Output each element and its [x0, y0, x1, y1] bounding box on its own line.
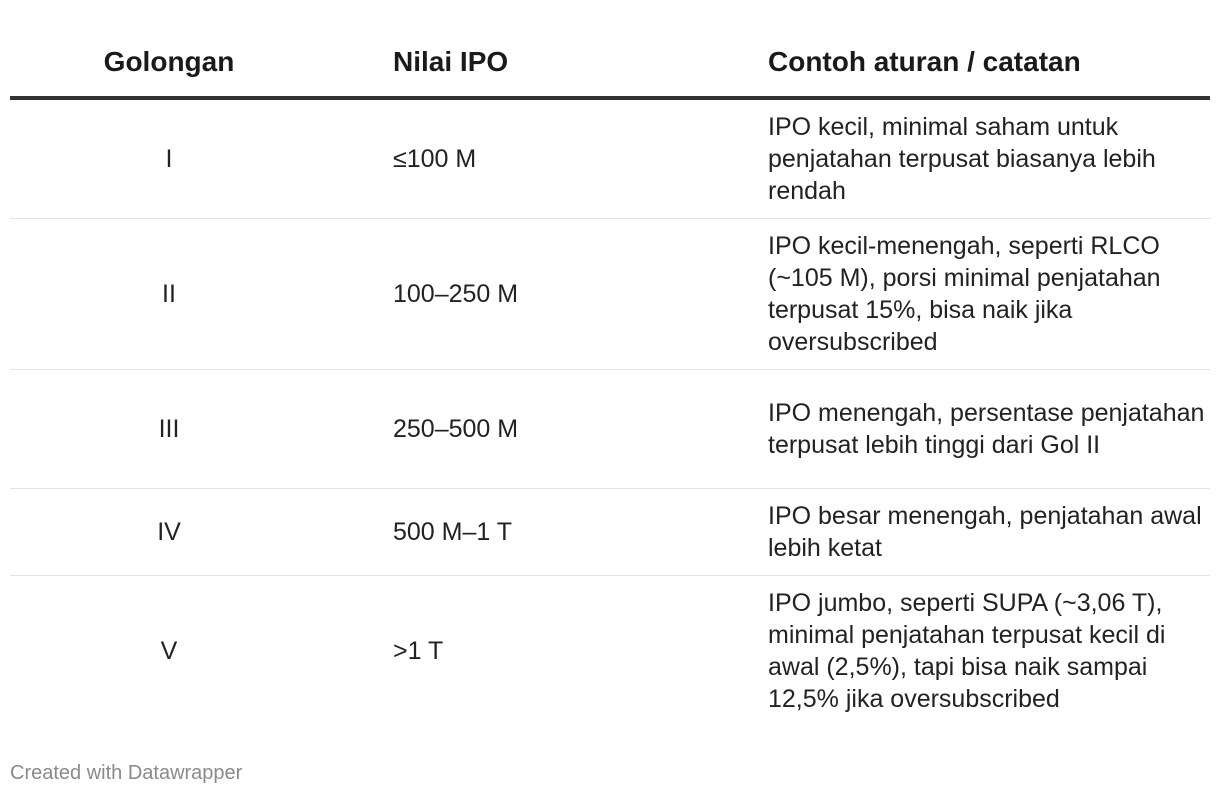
cell-golongan: IV	[10, 488, 328, 576]
cell-nilai-ipo: 250–500 M	[328, 369, 703, 489]
cell-nilai-ipo: 100–250 M	[328, 218, 703, 370]
cell-golongan: III	[10, 369, 328, 489]
table-row: V >1 T IPO jumbo, seperti SUPA (~3,06 T)…	[10, 576, 1210, 727]
datawrapper-credit[interactable]: Created with Datawrapper	[10, 762, 243, 784]
table-header-row: Golongan Nilai IPO Contoh aturan / catat…	[10, 28, 1210, 100]
cell-golongan: II	[10, 218, 328, 370]
cell-catatan: IPO besar menengah, penjatahan awal lebi…	[703, 488, 1210, 576]
cell-nilai-ipo: ≤100 M	[328, 98, 703, 219]
column-header-golongan[interactable]: Golongan	[10, 28, 328, 100]
ipo-golongan-table: Golongan Nilai IPO Contoh aturan / catat…	[10, 28, 1210, 726]
cell-golongan: V	[160, 637, 178, 665]
cell-catatan: IPO jumbo, seperti SUPA (~3,06 T), minim…	[768, 589, 1166, 713]
table-row: IV 500 M–1 T IPO besar menengah, penjata…	[10, 488, 1210, 576]
column-header-nilai-ipo[interactable]: Nilai IPO	[328, 28, 703, 100]
table-row: II 100–250 M IPO kecil-menengah, seperti…	[10, 218, 1210, 370]
column-header-catatan[interactable]: Contoh aturan / catatan	[703, 28, 1210, 100]
table-row: III 250–500 M IPO menengah, persentase p…	[10, 369, 1210, 489]
table-row: I ≤100 M IPO kecil, minimal saham untuk …	[10, 98, 1210, 219]
cell-nilai-ipo: 500 M–1 T	[328, 488, 703, 576]
cell-golongan: I	[10, 98, 328, 219]
cell-catatan: IPO kecil-menengah, seperti RLCO (~105 M…	[703, 218, 1210, 370]
cell-catatan: IPO menengah, persentase penjatahan terp…	[703, 369, 1210, 489]
cell-catatan: IPO kecil, minimal saham untuk penjataha…	[703, 98, 1210, 219]
cell-nilai-ipo: >1 T	[393, 637, 444, 665]
